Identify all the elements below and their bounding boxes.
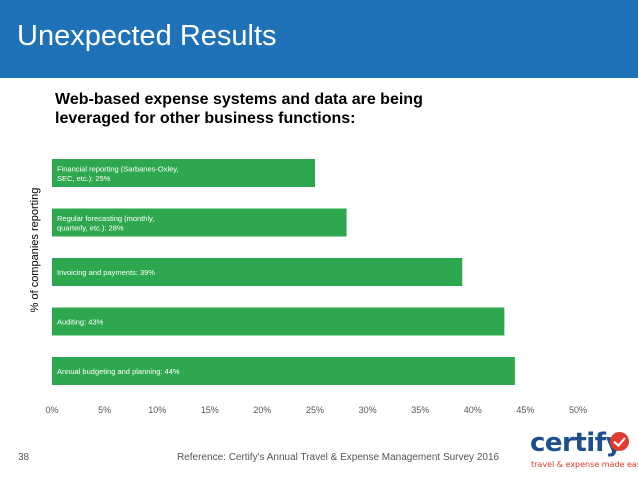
bar-label-4: Annual budgeting and planning: 44% (57, 367, 180, 376)
bar-label-3: Auditing: 43% (57, 318, 104, 327)
x-tick-label: 25% (306, 405, 324, 415)
bar-label-2: Invoicing and payments: 39% (57, 268, 155, 277)
x-tick-label: 5% (98, 405, 111, 415)
x-tick-label: 45% (516, 405, 534, 415)
page-title: Unexpected Results (17, 20, 277, 52)
bar-4 (52, 357, 515, 385)
x-tick-label: 35% (411, 405, 429, 415)
bar-1 (52, 208, 347, 237)
checkmark-icon (610, 432, 629, 451)
header-bar: Unexpected Results (0, 0, 638, 78)
x-tick-label: 0% (45, 405, 58, 415)
bar-3 (52, 307, 505, 336)
certify-logo: certify travel & expense made easy (530, 428, 638, 472)
logo-wordmark: certify (530, 428, 622, 458)
bar-0 (52, 159, 315, 187)
x-tick-label: 50% (569, 405, 587, 415)
bar-label-1: Regular forecasting (monthly, quarterly, … (57, 214, 154, 233)
bar-label-0: Financial reporting (Sarbanes-Oxley, SEC,… (57, 164, 179, 183)
page-number: 38 (18, 452, 30, 463)
x-tick-label: 40% (464, 405, 482, 415)
x-tick-label: 15% (201, 405, 219, 415)
x-tick-label: 20% (253, 405, 271, 415)
chart-title: Web-based expense systems and data are b… (55, 91, 423, 127)
x-tick-label: 30% (359, 405, 377, 415)
bar-2 (52, 258, 463, 286)
x-tick-label: 10% (148, 405, 166, 415)
reference-note: Reference: Certify's Annual Travel & Exp… (177, 452, 500, 463)
logo-tagline: travel & expense made easy (531, 460, 638, 469)
